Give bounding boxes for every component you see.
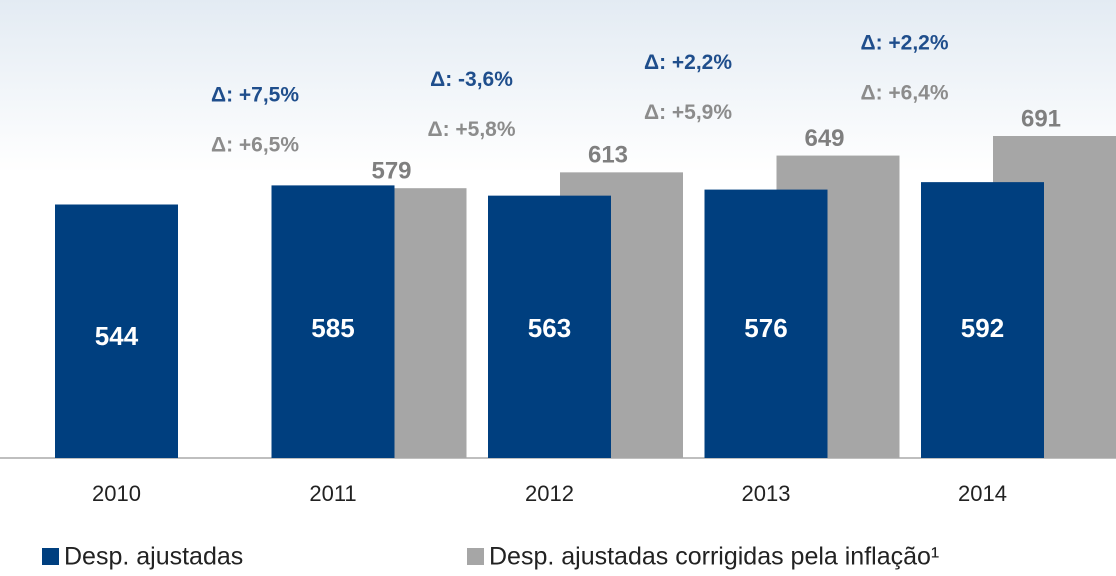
legend-swatch [467, 548, 484, 565]
change-nominal: Δ: -3,6% [430, 68, 513, 91]
legend-label: Desp. ajustadas [64, 543, 243, 571]
bar [488, 195, 611, 458]
x-tick-label: 2011 [309, 481, 356, 506]
x-tick-label: 2014 [958, 481, 1007, 506]
change-real: Δ: +6,4% [860, 82, 948, 105]
change-real: Δ: +5,8% [427, 118, 515, 141]
x-tick-label: 2012 [525, 481, 574, 506]
change-nominal: Δ: +7,5% [211, 84, 299, 107]
change-real: Δ: +6,5% [211, 134, 299, 157]
bar [921, 182, 1044, 459]
bar [271, 185, 395, 458]
value-label: 592 [961, 313, 1004, 343]
x-tick-label: 2013 [742, 481, 791, 506]
bar [704, 189, 828, 459]
bar [55, 204, 178, 458]
change-nominal: Δ: +2,2% [860, 32, 948, 55]
value-label: 579 [371, 158, 411, 185]
x-tick-label: 2010 [92, 481, 141, 506]
value-label: 585 [311, 313, 354, 343]
change-real: Δ: +5,9% [644, 101, 732, 124]
value-label: 544 [95, 321, 139, 351]
legend-label: Desp. ajustadas corrigidas pela inflação… [489, 543, 939, 571]
value-label: 613 [588, 142, 628, 169]
value-label: 649 [804, 125, 844, 152]
legend-swatch [42, 548, 59, 565]
change-nominal: Δ: +2,2% [644, 51, 732, 74]
value-label: 576 [744, 313, 787, 343]
value-label: 563 [528, 313, 571, 343]
value-label: 691 [1021, 105, 1061, 132]
